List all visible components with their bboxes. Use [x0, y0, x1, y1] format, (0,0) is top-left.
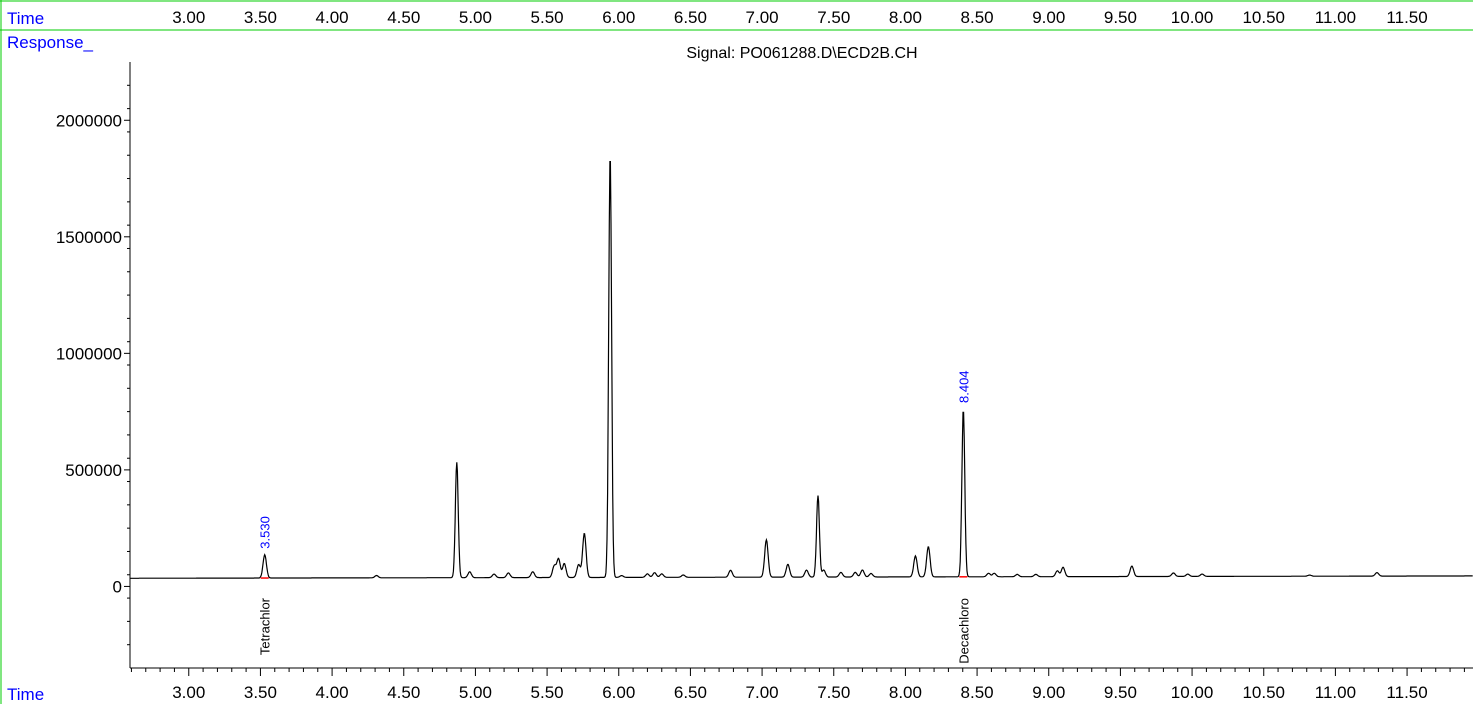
- top-x-tick-label: 7.50: [817, 8, 850, 27]
- top-x-tick-label: 10.00: [1171, 8, 1214, 27]
- chromatogram-trace: [130, 161, 1473, 579]
- peak-compound-label: Tetrachlor: [258, 597, 273, 655]
- top-x-tick-label: 4.50: [387, 8, 420, 27]
- peak-retention-label: 8.404: [956, 370, 971, 403]
- peak-compound-label: Decachloro: [956, 598, 971, 664]
- x-tick-label: 7.00: [746, 683, 779, 702]
- x-tick-label: 4.00: [316, 683, 349, 702]
- y-tick-label: 1500000: [56, 228, 122, 247]
- top-x-tick-labels: 3.00 3.50 4.00 4.50 5.00 5.50 6.00 6.50 7.00 7.50…: [172, 8, 1427, 27]
- header-time-label: Time: [7, 9, 44, 28]
- top-x-tick-label: 9.50: [1104, 8, 1137, 27]
- chart-title: Signal: PO061288.D\ECD2B.CH: [686, 45, 917, 62]
- x-tick-label: 5.50: [531, 683, 564, 702]
- x-tick-label: 8.50: [961, 683, 994, 702]
- x-tick-label: 6.00: [602, 683, 635, 702]
- y-tick-label: 0: [113, 577, 122, 596]
- x-tick-label: 10.50: [1242, 683, 1285, 702]
- peak-annotation-group: 3.530 Tetrachlor 8.404 Decachloro: [258, 370, 972, 663]
- top-x-tick-label: 10.50: [1242, 8, 1285, 27]
- top-x-tick-label: 7.00: [746, 8, 779, 27]
- top-x-tick-label: 5.00: [459, 8, 492, 27]
- top-x-tick-label: 3.50: [244, 8, 277, 27]
- top-x-tick-label: 8.00: [889, 8, 922, 27]
- x-tick-label: 5.00: [459, 683, 492, 702]
- x-tick-label: 9.00: [1032, 683, 1065, 702]
- y-tick-group: 0 500000 1000000 1500000 2000000: [56, 84, 130, 646]
- top-x-tick-label: 5.50: [531, 8, 564, 27]
- top-x-tick-label: 6.00: [602, 8, 635, 27]
- footer-time-label: Time: [7, 685, 44, 704]
- x-tick-label: 11.00: [1315, 683, 1356, 702]
- x-tick-label: 4.50: [387, 683, 420, 702]
- y-tick-label: 1000000: [56, 344, 122, 363]
- top-x-tick-label: 4.00: [316, 8, 349, 27]
- x-tick-label: 6.50: [674, 683, 707, 702]
- y-tick-label: 500000: [65, 461, 122, 480]
- x-tick-label: 3.00: [172, 683, 205, 702]
- x-tick-label: 9.50: [1104, 683, 1137, 702]
- peak-retention-label: 3.530: [258, 516, 273, 549]
- top-x-tick-label: 11.50: [1386, 8, 1427, 27]
- top-x-tick-label: 8.50: [961, 8, 994, 27]
- x-tick-label: 8.00: [889, 683, 922, 702]
- x-tick-label: 10.00: [1171, 683, 1214, 702]
- x-tick-label: 11.50: [1386, 683, 1427, 702]
- top-x-tick-label: 11.00: [1315, 8, 1356, 27]
- y-tick-label: 2000000: [56, 111, 122, 130]
- top-x-tick-label: 3.00: [172, 8, 205, 27]
- x-tick-label: 7.50: [817, 683, 850, 702]
- x-tick-label: 3.50: [244, 683, 277, 702]
- top-x-tick-label: 9.00: [1032, 8, 1065, 27]
- top-x-tick-label: 6.50: [674, 8, 707, 27]
- y-axis-label: Response_: [7, 33, 94, 52]
- x-tick-group: 3.00 3.50 4.00 4.50 5.00 5.50 6.00 6.50 7.00 7.50…: [130, 668, 1465, 702]
